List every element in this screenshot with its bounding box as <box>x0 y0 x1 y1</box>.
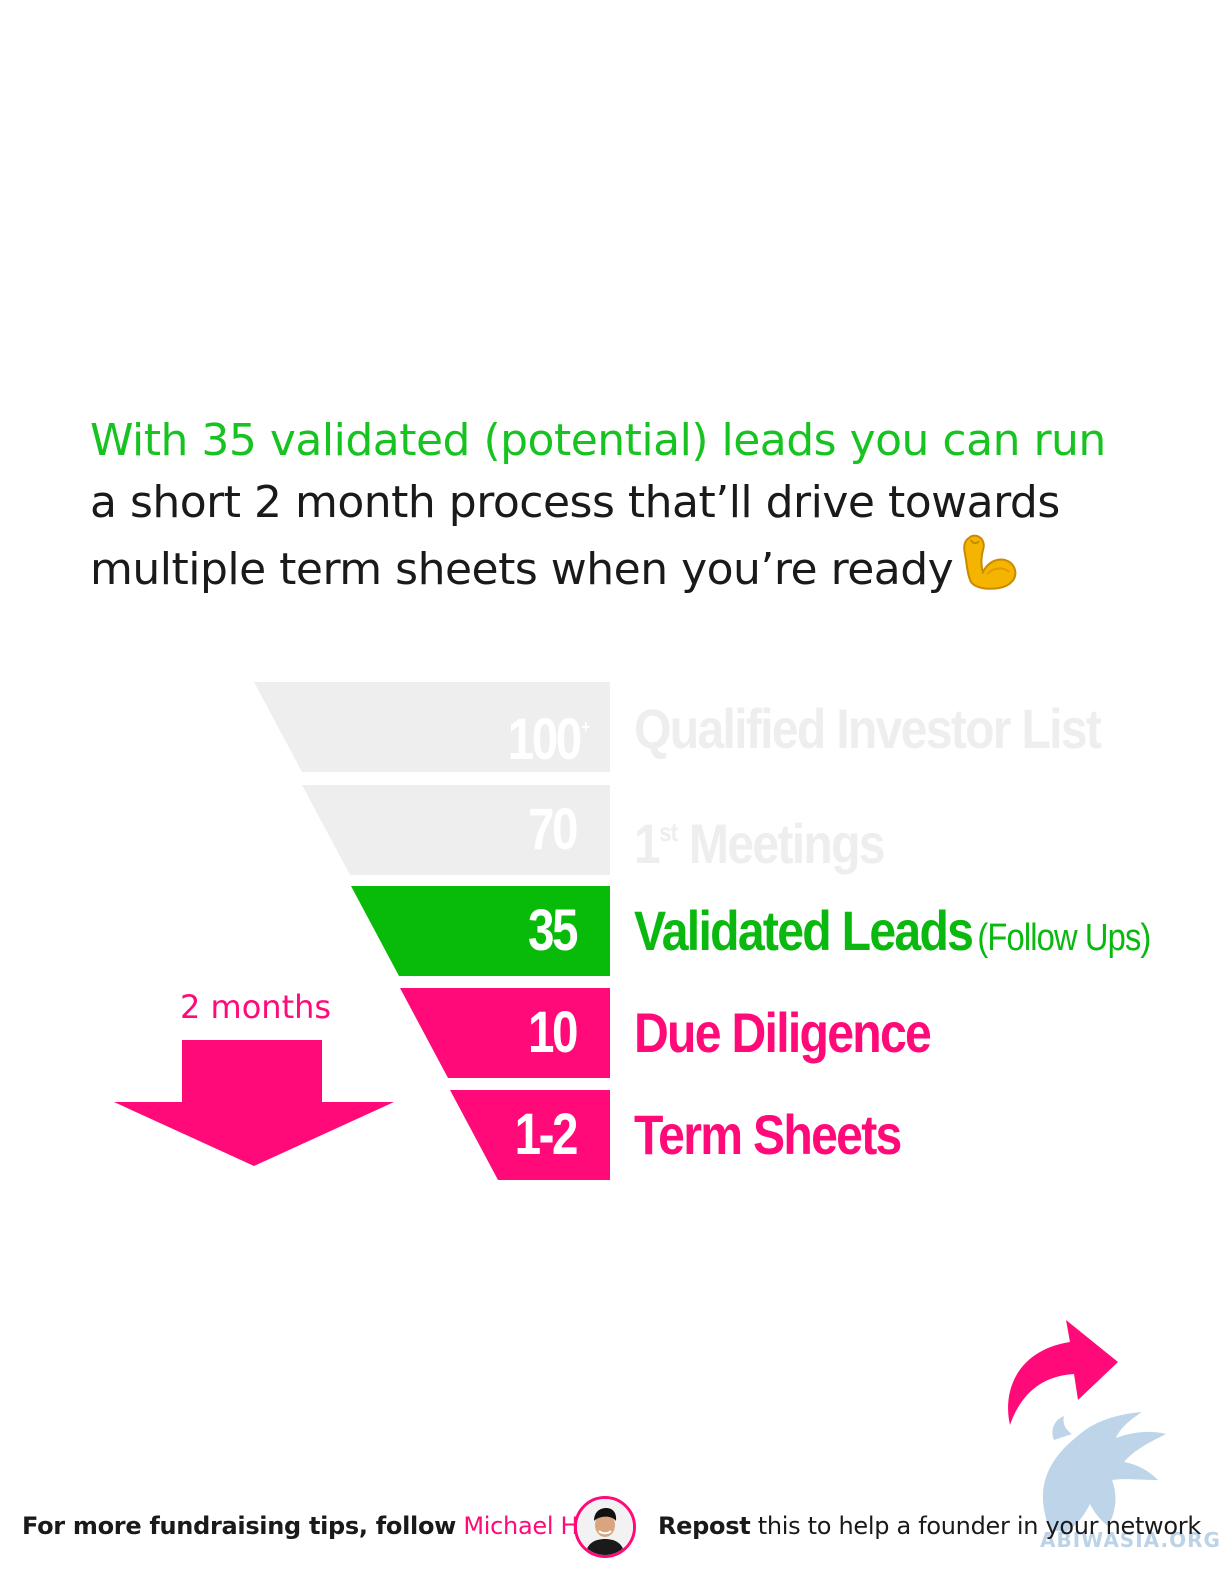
funnel-stage-1-value: 100+ <box>507 707 590 772</box>
funnel-stage-4-value: 10 <box>528 1000 578 1065</box>
author-link[interactable]: Michael Ho <box>463 1512 593 1540</box>
funnel-stage-1-label: Qualified Investor List <box>634 697 1102 760</box>
funnel-stage-2-value: 70 <box>528 797 578 862</box>
funnel-stage-5-value: 1-2 <box>514 1102 579 1167</box>
heading-line-3: multiple term sheets when you’re ready <box>90 544 954 595</box>
watermark-text: ABIWASIA.ORG <box>1040 1528 1221 1552</box>
heading-line-1: With 35 validated (potential) leads you … <box>90 415 1106 466</box>
share-arrow-icon <box>1008 1320 1118 1425</box>
duration-label: 2 months <box>180 988 332 1026</box>
funnel-stage-5-shape <box>450 1090 610 1180</box>
repost-text: Repost this to help a founder in your ne… <box>658 1512 1201 1540</box>
repost-link[interactable]: Repost <box>658 1512 751 1540</box>
funnel-stage-1-value-suffix: + <box>581 717 590 737</box>
griffin-logo-icon <box>1042 1412 1166 1532</box>
funnel-stage-4-shape <box>400 988 610 1078</box>
flexed-biceps-icon <box>961 534 1019 607</box>
footer: For more fundraising tips, follow Michae… <box>0 1492 1224 1564</box>
funnel-stage-2-label: 1st Meetings <box>634 812 886 875</box>
funnel-stage-3-value: 35 <box>528 898 578 963</box>
funnel-stage-5-label: Term Sheets <box>634 1103 902 1166</box>
follow-text: For more fundraising tips, follow Michae… <box>22 1512 593 1540</box>
heading-line-2: a short 2 month process that’ll drive to… <box>90 477 1060 528</box>
funnel-stage-1-shape <box>254 682 610 772</box>
funnel-stage-3-note: (Follow Ups) <box>977 917 1151 959</box>
funnel-stage-4-label: Due Diligence <box>634 1001 932 1064</box>
heading: With 35 validated (potential) leads you … <box>90 410 1190 607</box>
funnel-stage-2-shape <box>302 785 610 875</box>
funnel-stage-3-shape <box>351 886 610 976</box>
avatar[interactable] <box>574 1496 636 1558</box>
down-arrow-icon <box>114 1040 394 1166</box>
funnel-stage-3-label: Validated Leads (Follow Ups) <box>634 899 1151 962</box>
